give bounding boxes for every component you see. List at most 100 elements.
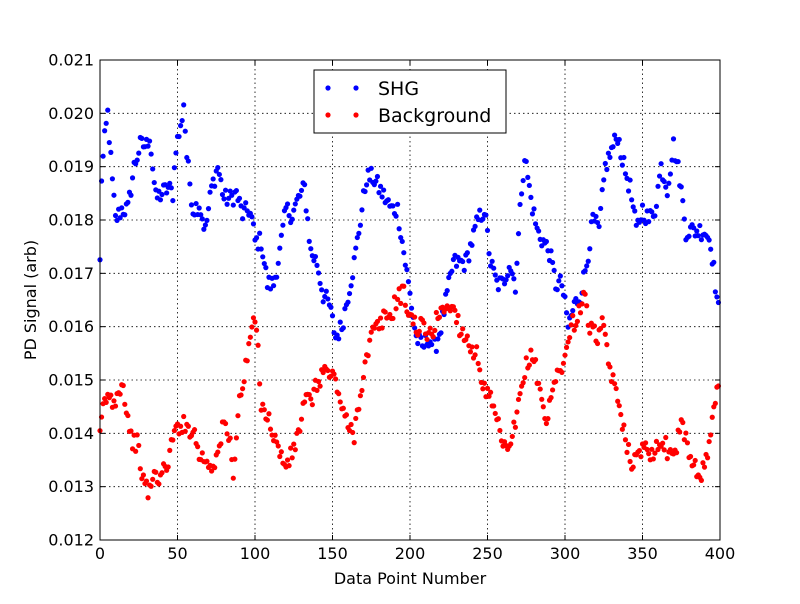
data-point — [694, 228, 700, 234]
data-point — [705, 455, 711, 461]
data-point — [653, 438, 660, 444]
legend-box — [313, 69, 507, 134]
data-point — [117, 215, 123, 221]
y-tick-label: 0.016 — [48, 317, 94, 336]
data-point — [145, 495, 151, 501]
data-point — [111, 192, 117, 198]
data-point — [573, 296, 579, 302]
data-point — [410, 321, 416, 327]
data-point — [511, 419, 517, 425]
data-point — [653, 203, 660, 210]
data-point — [219, 191, 226, 198]
data-point — [684, 440, 691, 446]
data-point — [709, 414, 715, 420]
data-point — [311, 258, 317, 264]
data-point — [531, 206, 537, 212]
data-point — [201, 226, 207, 232]
data-point — [491, 403, 497, 409]
data-point — [157, 197, 164, 203]
data-point — [639, 202, 646, 208]
y-tick-label: 0.013 — [48, 477, 94, 496]
data-point — [464, 250, 470, 256]
data-point — [508, 441, 514, 447]
data-point — [343, 412, 350, 418]
data-point — [264, 417, 270, 423]
data-point — [235, 413, 241, 419]
data-point — [212, 465, 218, 471]
data-point — [523, 355, 529, 361]
data-point — [604, 342, 610, 348]
data-point — [379, 325, 385, 331]
data-point — [560, 360, 567, 366]
data-point — [691, 462, 697, 468]
data-point — [125, 412, 131, 419]
data-point — [320, 299, 326, 305]
data-point — [543, 420, 550, 427]
data-point — [680, 198, 686, 204]
data-point — [559, 369, 565, 375]
data-point — [405, 279, 412, 285]
data-point — [275, 443, 281, 449]
data-point — [374, 318, 381, 325]
data-point — [246, 341, 252, 347]
data-point — [692, 457, 698, 464]
data-point — [182, 128, 188, 134]
data-point — [328, 304, 334, 310]
data-point — [356, 406, 362, 412]
data-point — [119, 205, 125, 211]
data-point — [656, 173, 663, 179]
data-point — [622, 171, 629, 177]
data-point — [218, 441, 224, 447]
data-point — [512, 424, 519, 430]
data-point — [261, 407, 267, 413]
data-point — [176, 133, 182, 140]
data-point — [553, 378, 559, 385]
data-point — [514, 260, 520, 266]
legend-label: SHG — [378, 78, 419, 100]
data-point — [382, 309, 388, 315]
legend-marker — [353, 112, 359, 118]
data-point — [188, 202, 195, 208]
data-point — [306, 391, 312, 398]
data-point — [249, 214, 255, 220]
data-point — [658, 161, 664, 167]
data-point — [687, 453, 694, 460]
data-point — [350, 275, 356, 281]
data-point — [486, 393, 492, 399]
data-point — [520, 177, 526, 184]
data-point — [108, 392, 114, 398]
data-point — [298, 416, 305, 422]
data-point — [427, 325, 433, 331]
data-point — [550, 259, 556, 266]
data-point — [393, 213, 399, 219]
data-point — [173, 150, 179, 156]
data-point — [260, 401, 266, 407]
data-point — [517, 201, 523, 208]
data-point — [625, 188, 632, 194]
data-point — [250, 221, 257, 227]
data-point — [209, 468, 215, 474]
data-point — [224, 431, 230, 437]
data-point — [362, 359, 368, 365]
data-point — [466, 258, 472, 264]
data-point — [453, 263, 460, 269]
data-point — [340, 405, 346, 411]
data-point — [143, 478, 150, 484]
data-point — [103, 120, 109, 126]
data-point — [514, 409, 520, 415]
data-point — [377, 183, 384, 189]
data-point — [412, 314, 418, 320]
x-tick-label: 0 — [95, 544, 105, 563]
data-point — [501, 281, 508, 287]
data-point — [232, 456, 238, 462]
data-point — [601, 322, 607, 328]
data-point — [550, 387, 556, 393]
data-point — [695, 233, 701, 239]
data-point — [433, 348, 439, 354]
data-point — [599, 315, 605, 321]
data-point — [570, 308, 576, 314]
data-point — [532, 357, 539, 363]
data-point — [574, 318, 581, 324]
data-point — [548, 248, 554, 254]
